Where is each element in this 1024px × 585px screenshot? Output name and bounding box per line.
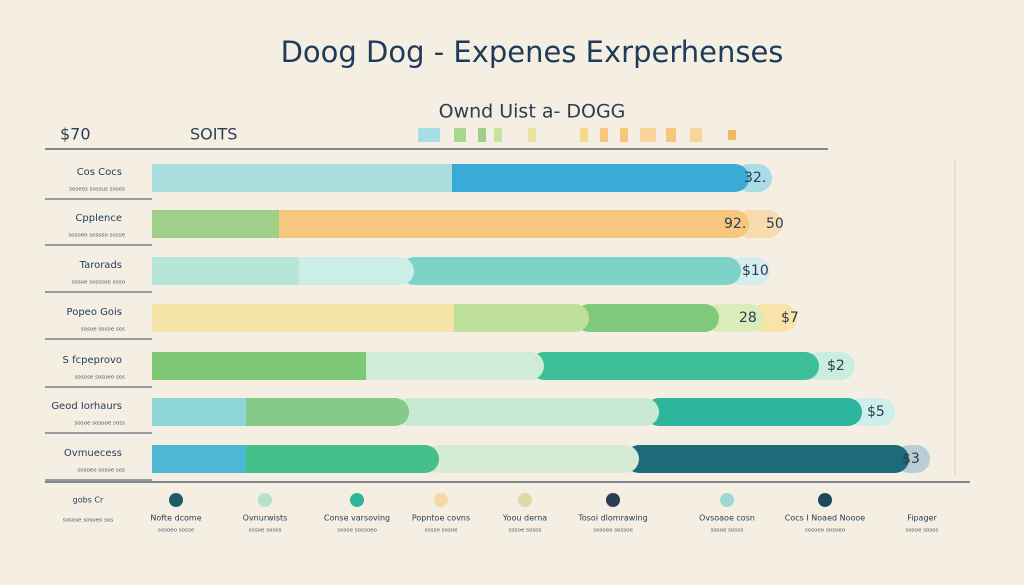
- bar-segment: [152, 164, 452, 192]
- footer-label: Ovsoaoe cosn: [699, 514, 755, 523]
- header-left: $70: [60, 125, 91, 144]
- row-label: Popeo Gois: [67, 307, 122, 318]
- bar-segment: [705, 304, 764, 332]
- row-note: soseos sossus sosos: [69, 187, 125, 193]
- subtitle: Ownd Uist a- DOGG: [439, 101, 626, 123]
- footer-label: Yoou derna: [502, 514, 547, 523]
- footer-label: Popntoe covns: [412, 514, 470, 523]
- row-note: sosoe sosoe sos: [81, 327, 125, 333]
- bar-end-label: 32.: [744, 170, 766, 186]
- footer-note: sosoeo sosse: [158, 528, 195, 534]
- footer-label: Nofte dcome: [150, 514, 201, 523]
- row-note: sosoeo sosoe sos: [77, 468, 125, 474]
- footer-note: sosoe sosos: [711, 528, 744, 534]
- footer-label: gobs Cr: [73, 496, 104, 505]
- bar-end-label: 28: [739, 310, 757, 326]
- header-right: SOITS: [190, 125, 237, 144]
- bar-segment: [265, 210, 749, 238]
- footer-note: sosose sosoeo sos: [63, 518, 114, 524]
- row-note: sosoe sosssoe soso: [72, 280, 126, 286]
- legend-swatches: [418, 128, 736, 142]
- bar-segment: [152, 352, 366, 380]
- bar-segment: [425, 445, 639, 473]
- bar-segment: [352, 352, 544, 380]
- bar-start: [152, 257, 166, 285]
- footer-note: sosse sosoe: [425, 528, 459, 534]
- bar-segment: [152, 445, 246, 473]
- footer-note: sosoe sossoeo: [337, 528, 377, 534]
- bar-start: [152, 164, 166, 192]
- bar-segment: [625, 445, 909, 473]
- bar-start: [152, 304, 166, 332]
- row-label: Geod Iorhaurs: [51, 401, 122, 412]
- bar-segment: [575, 304, 719, 332]
- bar-segment: [438, 164, 749, 192]
- row-label: Tarorads: [79, 260, 122, 271]
- footer-note: sosoeo sossoe: [593, 528, 633, 534]
- row-note: sosoe sosooe soss: [74, 421, 125, 427]
- legend-dot: [169, 493, 183, 507]
- footer-note: sosoe sosos: [509, 528, 542, 534]
- bar-segment: [152, 210, 279, 238]
- bar-end-label: $5: [867, 404, 885, 420]
- row-label: Cos Cocs: [77, 167, 122, 178]
- bar-segment: [400, 257, 741, 285]
- bar-segment: [232, 398, 409, 426]
- title: Doog Dog - Expenes Exrperhenses: [281, 35, 784, 69]
- bar-start: [152, 352, 166, 380]
- footer-label: Tosoi dlomrawing: [577, 514, 647, 523]
- bar-start: [152, 210, 166, 238]
- bar-end-label: $7: [781, 310, 799, 326]
- footer-label: Cocs I Noaed Noooe: [785, 514, 865, 523]
- bar-segment: [152, 304, 454, 332]
- bar-end-label: $3: [902, 451, 920, 467]
- bar-segment: [395, 398, 659, 426]
- legend-dot: [434, 493, 448, 507]
- bar-end-label: 50: [766, 216, 784, 232]
- legend-dot: [606, 493, 620, 507]
- row-note: sosoeo sososo sosse: [68, 233, 125, 239]
- footer-label: Conse varsoving: [324, 514, 390, 523]
- legend-dot: [258, 493, 272, 507]
- bar-segment: [805, 352, 855, 380]
- bar-end-label: $2: [827, 358, 845, 374]
- bar-segment: [285, 257, 414, 285]
- bar-segment: [440, 304, 589, 332]
- footer-note: sosoe sosos: [249, 528, 282, 534]
- legend-dot: [518, 493, 532, 507]
- legend-dot: [720, 493, 734, 507]
- legend-dot: [350, 493, 364, 507]
- row-label: Cpplence: [75, 213, 122, 224]
- row-label: Ovmuecess: [64, 448, 122, 459]
- row-label: S fcpeprovo: [63, 355, 122, 366]
- bar-segment: [152, 398, 246, 426]
- bar-start: [152, 398, 166, 426]
- bar-end-label: 92.: [724, 216, 746, 232]
- footer-label: Ovnurwists: [243, 514, 288, 523]
- row-note: sosose sosoeo sos: [74, 375, 125, 381]
- footer-note: sosoe sosos: [906, 528, 939, 534]
- bar-segment: [152, 257, 299, 285]
- bar-start: [152, 445, 166, 473]
- bar-segment: [232, 445, 439, 473]
- footer-note: sosoeo sosoeo: [805, 528, 846, 534]
- bar-segment: [645, 398, 862, 426]
- bar-segment: [530, 352, 819, 380]
- bar-end-label: $10: [742, 263, 769, 279]
- footer-label: Fipager: [907, 514, 937, 523]
- legend-dot: [818, 493, 832, 507]
